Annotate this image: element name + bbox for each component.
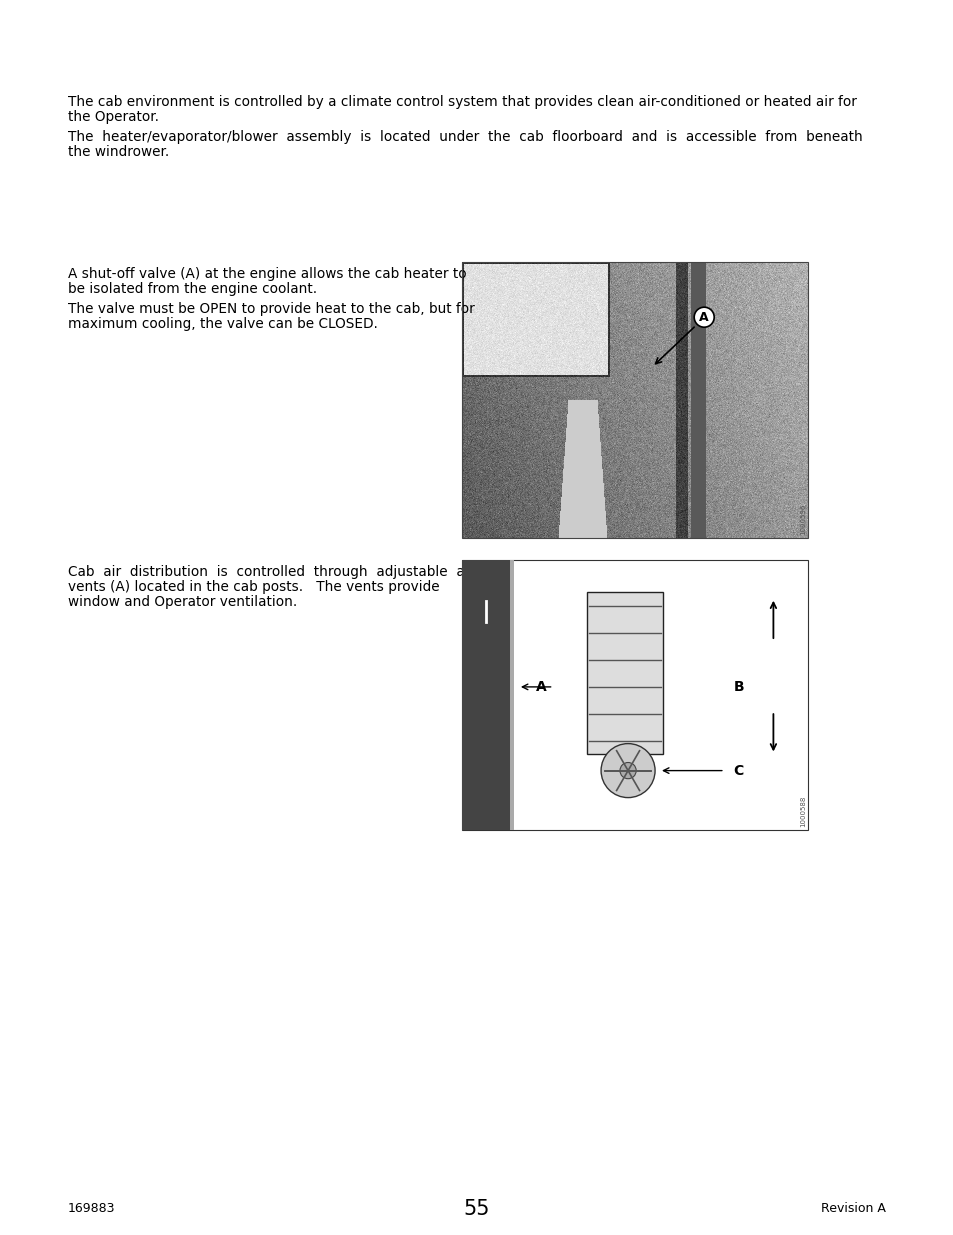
Text: The  heater/evaporator/blower  assembly  is  located  under  the  cab  floorboar: The heater/evaporator/blower assembly is… — [68, 130, 862, 144]
Text: B: B — [733, 680, 743, 694]
Text: Revision A: Revision A — [821, 1203, 885, 1215]
Text: Cab  air  distribution  is  controlled  through  adjustable  air: Cab air distribution is controlled throu… — [68, 564, 474, 579]
Bar — [461, 262, 807, 538]
Text: be isolated from the engine coolant.: be isolated from the engine coolant. — [68, 282, 316, 296]
Text: 55: 55 — [463, 1199, 490, 1219]
Text: The cab environment is controlled by a climate control system that provides clea: The cab environment is controlled by a c… — [68, 95, 856, 109]
Bar — [586, 593, 662, 755]
Text: maximum cooling, the valve can be CLOSED.: maximum cooling, the valve can be CLOSED… — [68, 317, 377, 331]
Text: C: C — [733, 763, 743, 778]
Text: the windrower.: the windrower. — [68, 146, 169, 159]
Text: The valve must be OPEN to provide heat to the cab, but for: The valve must be OPEN to provide heat t… — [68, 301, 475, 316]
Text: 1000588: 1000588 — [800, 795, 805, 827]
Text: 169883: 169883 — [68, 1203, 115, 1215]
Text: A: A — [536, 680, 546, 694]
Text: vents (A) located in the cab posts.   The vents provide: vents (A) located in the cab posts. The … — [68, 580, 439, 594]
Circle shape — [694, 308, 714, 327]
Text: A shut-off valve (A) at the engine allows the cab heater to: A shut-off valve (A) at the engine allow… — [68, 267, 466, 282]
Bar — [510, 559, 514, 830]
Text: 1000596: 1000596 — [800, 504, 805, 535]
Circle shape — [619, 762, 636, 779]
Text: window and Operator ventilation.: window and Operator ventilation. — [68, 595, 297, 609]
Text: the Operator.: the Operator. — [68, 110, 159, 125]
Bar — [461, 559, 510, 830]
Bar — [461, 559, 807, 830]
Text: A: A — [699, 311, 708, 324]
Circle shape — [600, 743, 655, 798]
